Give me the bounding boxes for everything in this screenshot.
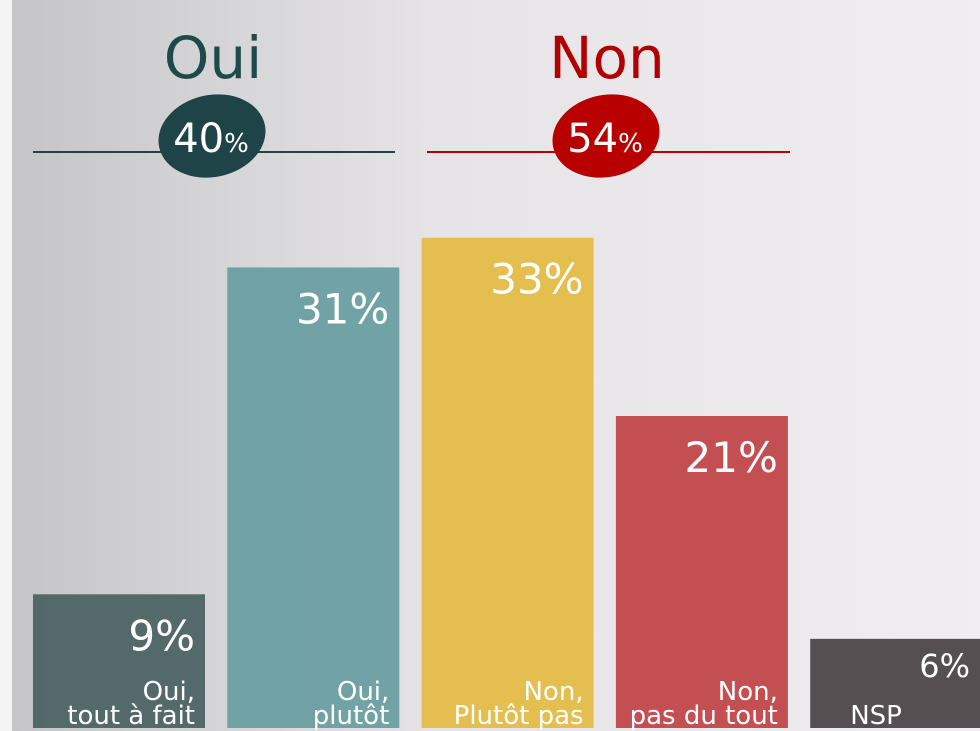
x-tick-label: pas du tout [630,701,778,731]
x-tick-label: Non, [523,677,583,707]
bar [421,237,594,728]
bar [33,594,205,728]
bar [615,416,788,728]
x-tick-label: tout à fait [67,701,195,731]
x-tick-label: plutôt [313,701,390,731]
x-tick-label: Oui, [143,677,195,707]
group-title: Non [549,24,665,92]
group-badge [158,94,266,178]
group-value-unit: % [224,129,249,159]
group-title: Oui [164,24,263,92]
group-value-number: 40 [173,116,224,162]
value-label: 31% [296,284,389,333]
value-label: 9% [128,611,195,660]
bar [227,267,400,728]
x-tick-label: Plutôt pas [454,701,584,731]
group-value: 40% [173,116,249,162]
group-value-number: 54 [567,116,618,162]
group-value-unit: % [618,129,643,159]
x-tick-label: Oui, [337,677,389,707]
value-label: 33% [490,255,583,304]
value-label: 21% [685,433,778,482]
group-value: 54% [567,116,643,162]
bar [810,638,980,728]
x-tick-label: Non, [718,677,778,707]
group-badge [552,94,660,178]
left-border [0,0,12,731]
x-tick-label: NSP [850,701,902,731]
value-label: 6% [919,647,970,685]
